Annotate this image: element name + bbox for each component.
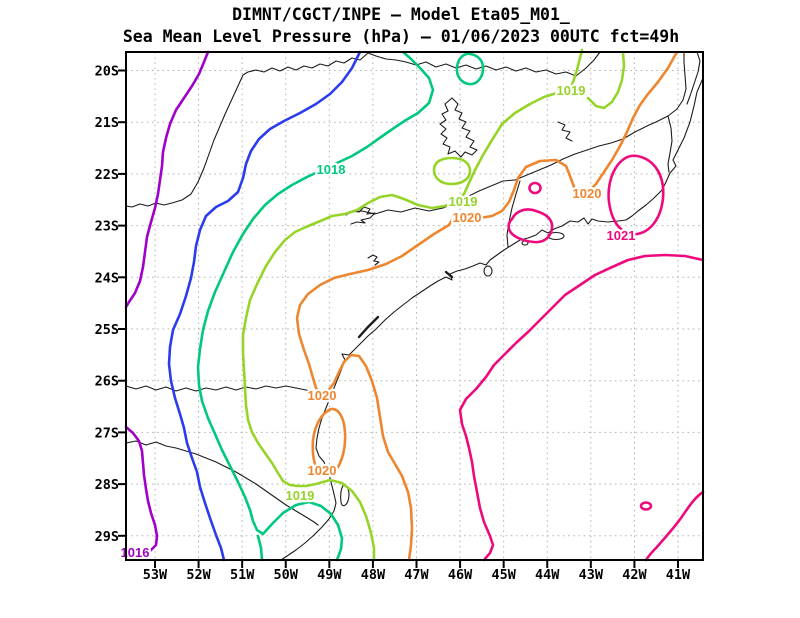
isobar-1019-closed-loop (432, 156, 472, 186)
lat-label: 20S (95, 64, 119, 80)
lon-label: 52W (186, 567, 211, 583)
river-squiggle-small (367, 254, 380, 266)
contour-label: 1020 (573, 186, 602, 201)
coast-emphasis-cananeia (357, 315, 380, 339)
lat-label: 23S (95, 219, 119, 235)
state-border-north (125, 51, 601, 208)
isobar-1020-main (295, 50, 679, 562)
plot-frame (125, 51, 704, 561)
isobar-contours (124, 48, 705, 562)
lon-label: 49W (317, 567, 342, 583)
lat-label: 29S (95, 529, 119, 545)
lon-label: 41W (666, 567, 691, 583)
isobar-1016-north (124, 50, 210, 309)
lat-label: 22S (95, 167, 119, 183)
state-border-mg-sp-west (351, 207, 444, 215)
reservoir-squiggle (557, 121, 573, 142)
state-border-mg-sp (442, 51, 687, 209)
contour-label: 1018 (317, 162, 346, 177)
isobar-1021-closed-oval (607, 154, 665, 236)
grid-lines (126, 52, 703, 560)
isobar-1019-dip (586, 50, 626, 110)
lon-label: 45W (491, 567, 516, 583)
lat-label: 28S (95, 477, 119, 493)
contour-label: 1019 (286, 488, 315, 503)
state-border-parana (125, 385, 333, 395)
lon-label: 53W (143, 567, 168, 583)
axis-ticks (118, 69, 679, 568)
contour-label: 1020 (453, 210, 482, 225)
lon-label: 44W (535, 567, 560, 583)
lat-label: 21S (95, 115, 119, 131)
isobar-1016-south (124, 425, 159, 557)
isobar-1019-main (241, 48, 584, 562)
lat-label: 24S (95, 270, 119, 286)
contour-label: 1020 (308, 388, 337, 403)
plot-title: DIMNT/CGCT/INPE – Model Eta05_M01_ (232, 5, 570, 24)
lon-label: 46W (448, 567, 473, 583)
isobar-1018-closed-loop (455, 52, 485, 86)
isobar-1021-tiny-circle (639, 501, 653, 511)
island-ilhabela (483, 265, 493, 277)
plot-subtitle: Sea Mean Level Pressure (hPa) – 01/06/20… (123, 27, 679, 46)
lat-label: 26S (95, 374, 119, 390)
state-border-ne-corner (686, 51, 701, 105)
lon-label: 50W (274, 567, 299, 583)
isobar-1021-small-circle (528, 181, 542, 195)
isobar-1017 (167, 50, 362, 562)
lake-furnas (439, 97, 478, 158)
coast-emphasis-santos (444, 270, 454, 279)
isobar-1018-main (196, 50, 435, 562)
lon-label: 42W (622, 567, 647, 583)
lat-label: 27S (95, 425, 119, 441)
contour-label: 1016 (121, 545, 150, 560)
lon-label: 51W (230, 567, 255, 583)
isobar-1020-closed-loop (311, 407, 347, 478)
axis-labels: 53W 52W 51W 50W 49W 48W 47W 46W 45W 44W 43W 42W 41W 2… (95, 64, 691, 584)
state-border-rj-sp (506, 180, 521, 248)
contour-label: 1019 (557, 83, 586, 98)
contour-label: 1019 (449, 194, 478, 209)
isobar-1021-main (458, 253, 705, 562)
contour-label: 1020 (308, 463, 337, 478)
island-florianopolis (340, 483, 350, 507)
lon-label: 43W (579, 567, 604, 583)
lat-label: 25S (95, 322, 119, 338)
lon-label: 48W (361, 567, 386, 583)
coastline (280, 77, 704, 561)
contour-label: 1021 (607, 228, 636, 243)
state-border-rj-es (667, 115, 673, 173)
isobar-1021-coastal-blob (507, 208, 554, 244)
river-squiggle-represa (345, 206, 376, 225)
lon-label: 47W (404, 567, 429, 583)
state-border-uruguai-river (125, 440, 319, 526)
basemap-coastlines (125, 51, 704, 561)
isobar-1021-southeast (644, 490, 705, 562)
isobar-1018-strand (256, 534, 264, 562)
